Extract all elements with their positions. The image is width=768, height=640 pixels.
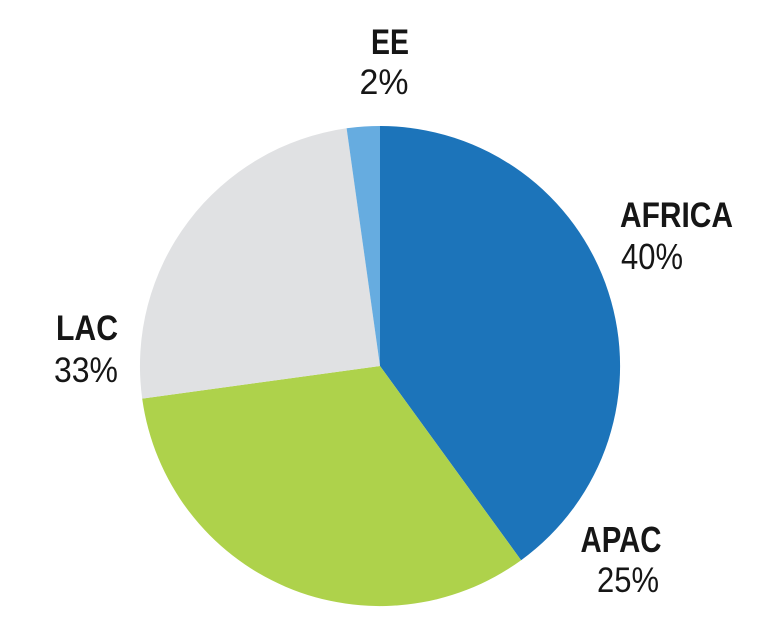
svg-text:2%: 2% xyxy=(360,63,409,102)
svg-text:EE: EE xyxy=(371,23,409,62)
svg-text:33%: 33% xyxy=(54,351,118,390)
svg-text:40%: 40% xyxy=(621,236,683,277)
svg-text:AFRICA: AFRICA xyxy=(620,196,733,235)
svg-text:APAC: APAC xyxy=(581,519,662,560)
svg-text:LAC: LAC xyxy=(56,309,118,348)
svg-text:25%: 25% xyxy=(597,561,659,600)
